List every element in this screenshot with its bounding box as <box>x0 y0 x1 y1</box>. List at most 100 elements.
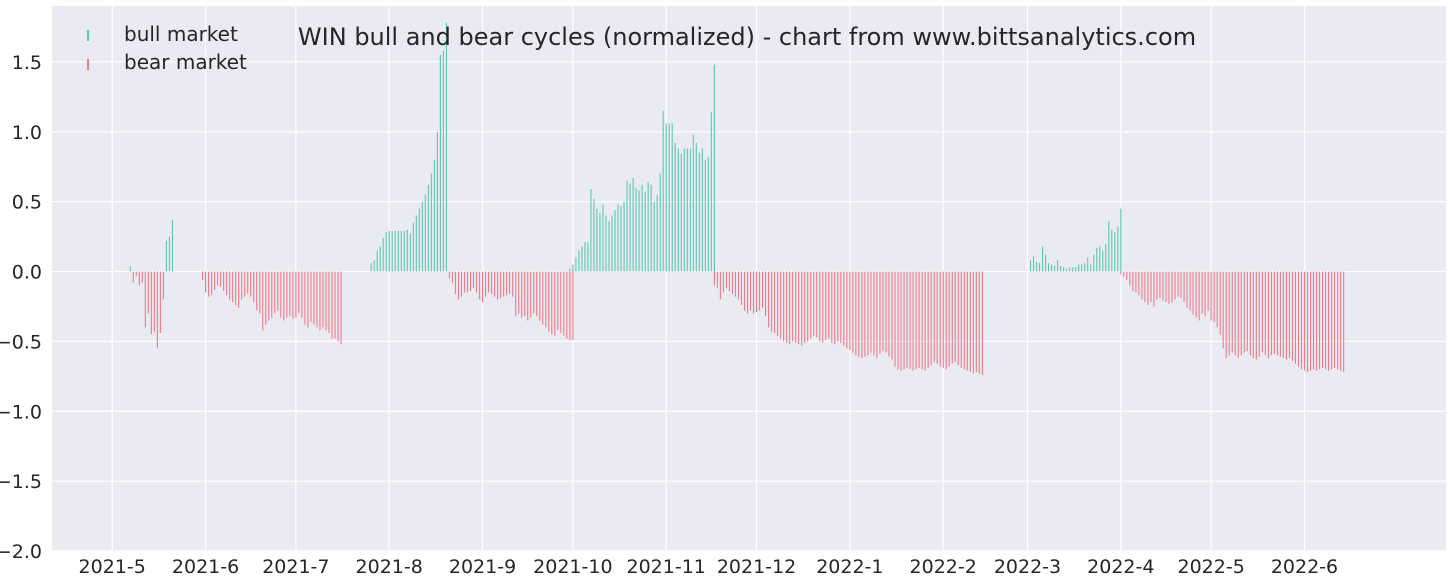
bull-bar <box>665 123 667 272</box>
bear-bar <box>1150 271 1152 303</box>
bear-bar <box>737 271 740 300</box>
bear-bar <box>936 271 938 364</box>
bear-bar <box>295 271 297 318</box>
bear-bar <box>147 271 149 314</box>
bull-bar <box>689 148 691 272</box>
bull-bar <box>373 260 375 272</box>
bear-bar <box>716 271 718 289</box>
bear-bar <box>1243 271 1245 353</box>
bull-bar <box>1048 263 1050 272</box>
bear-bar <box>132 271 134 283</box>
bear-bar <box>755 271 758 313</box>
bear-bar <box>460 271 463 297</box>
bull-bar <box>406 229 408 272</box>
bear-bar <box>1225 271 1227 359</box>
bear-bar <box>749 271 752 311</box>
bear-bar <box>1186 271 1188 308</box>
bear-bar <box>244 271 246 297</box>
bear-bar <box>1177 271 1179 297</box>
bear-bar <box>740 271 743 306</box>
bear-bar <box>1249 271 1251 356</box>
bear-bar <box>783 271 785 342</box>
bear-bar <box>1246 271 1248 352</box>
bear-bar <box>542 271 544 325</box>
bear-bar <box>828 271 830 339</box>
bear-bar <box>1300 271 1303 370</box>
bull-bar <box>572 264 574 272</box>
bear-bar <box>900 271 902 371</box>
y-tick-label: 0.5 <box>12 192 42 214</box>
bull-bar <box>659 173 661 272</box>
bull-bar <box>442 50 444 272</box>
bear-bar <box>1237 271 1239 359</box>
bull-bar <box>1060 265 1062 272</box>
bear-bar <box>1219 271 1221 335</box>
bear-bar <box>1201 271 1203 314</box>
bull-bar <box>1072 267 1074 272</box>
bear-bar <box>1165 271 1167 303</box>
bear-bar <box>509 271 511 294</box>
chart-title: WIN bull and bear cycles (normalized) - … <box>298 23 1196 51</box>
bear-bar <box>536 271 538 317</box>
bear-bar <box>792 271 794 342</box>
bear-bar <box>256 271 258 311</box>
bear-bar <box>1129 271 1131 286</box>
bear-bar <box>804 271 806 343</box>
bear-bar <box>786 271 788 343</box>
bull-bar <box>653 201 655 272</box>
bear-bar <box>774 271 776 333</box>
bear-bar <box>843 271 845 346</box>
bear-bar <box>253 271 255 303</box>
bear-bar <box>201 271 204 280</box>
bear-bar <box>1264 271 1266 356</box>
bear-bar <box>894 271 896 367</box>
bull-bar <box>1032 256 1035 272</box>
bull-bar <box>1042 246 1044 272</box>
bear-bar <box>1210 271 1212 321</box>
bull-bar <box>656 194 658 272</box>
bear-bar <box>235 271 237 306</box>
bear-bar <box>927 271 929 368</box>
bull-bar <box>129 265 131 272</box>
bull-bar <box>602 204 604 272</box>
bear-bar <box>280 271 282 318</box>
bull-bar <box>168 236 170 272</box>
bear-bar <box>223 271 225 292</box>
bear-bar <box>849 271 851 350</box>
bear-bar <box>807 271 809 342</box>
bear-bar <box>1222 271 1224 349</box>
bull-bar <box>611 215 613 272</box>
bear-bar <box>220 271 222 287</box>
bull-bar <box>1093 254 1095 272</box>
bear-bar <box>1337 271 1339 370</box>
y-tick-label: −1.0 <box>0 401 42 423</box>
bull-bar <box>671 123 673 272</box>
bear-bar <box>933 271 935 363</box>
bear-bar <box>798 271 800 345</box>
bear-bar <box>138 271 140 286</box>
bear-bar <box>527 271 529 321</box>
bear-bar <box>259 271 261 314</box>
bear-bar <box>162 271 164 300</box>
bear-bar <box>454 271 456 294</box>
bear-bar <box>135 271 137 276</box>
bear-bar <box>1288 271 1290 359</box>
bear-bar <box>1240 271 1242 356</box>
bull-bar <box>662 110 664 272</box>
bull-bar <box>403 230 405 272</box>
bear-bar <box>912 271 914 371</box>
bull-bar <box>1057 260 1059 272</box>
bear-bar <box>545 271 547 328</box>
bear-bar <box>873 271 875 356</box>
bull-bar <box>433 159 435 272</box>
bull-bar <box>599 212 601 272</box>
x-tick-label: 2022-3 <box>994 556 1061 578</box>
x-tick-label: 2021-11 <box>627 556 706 578</box>
bull-bar <box>165 240 167 272</box>
bear-bar <box>831 271 833 343</box>
bear-bar <box>1234 271 1236 356</box>
bull-bar <box>376 250 378 272</box>
bear-bar <box>1343 271 1345 373</box>
bear-bar <box>1252 271 1254 359</box>
bear-bar <box>951 271 953 364</box>
